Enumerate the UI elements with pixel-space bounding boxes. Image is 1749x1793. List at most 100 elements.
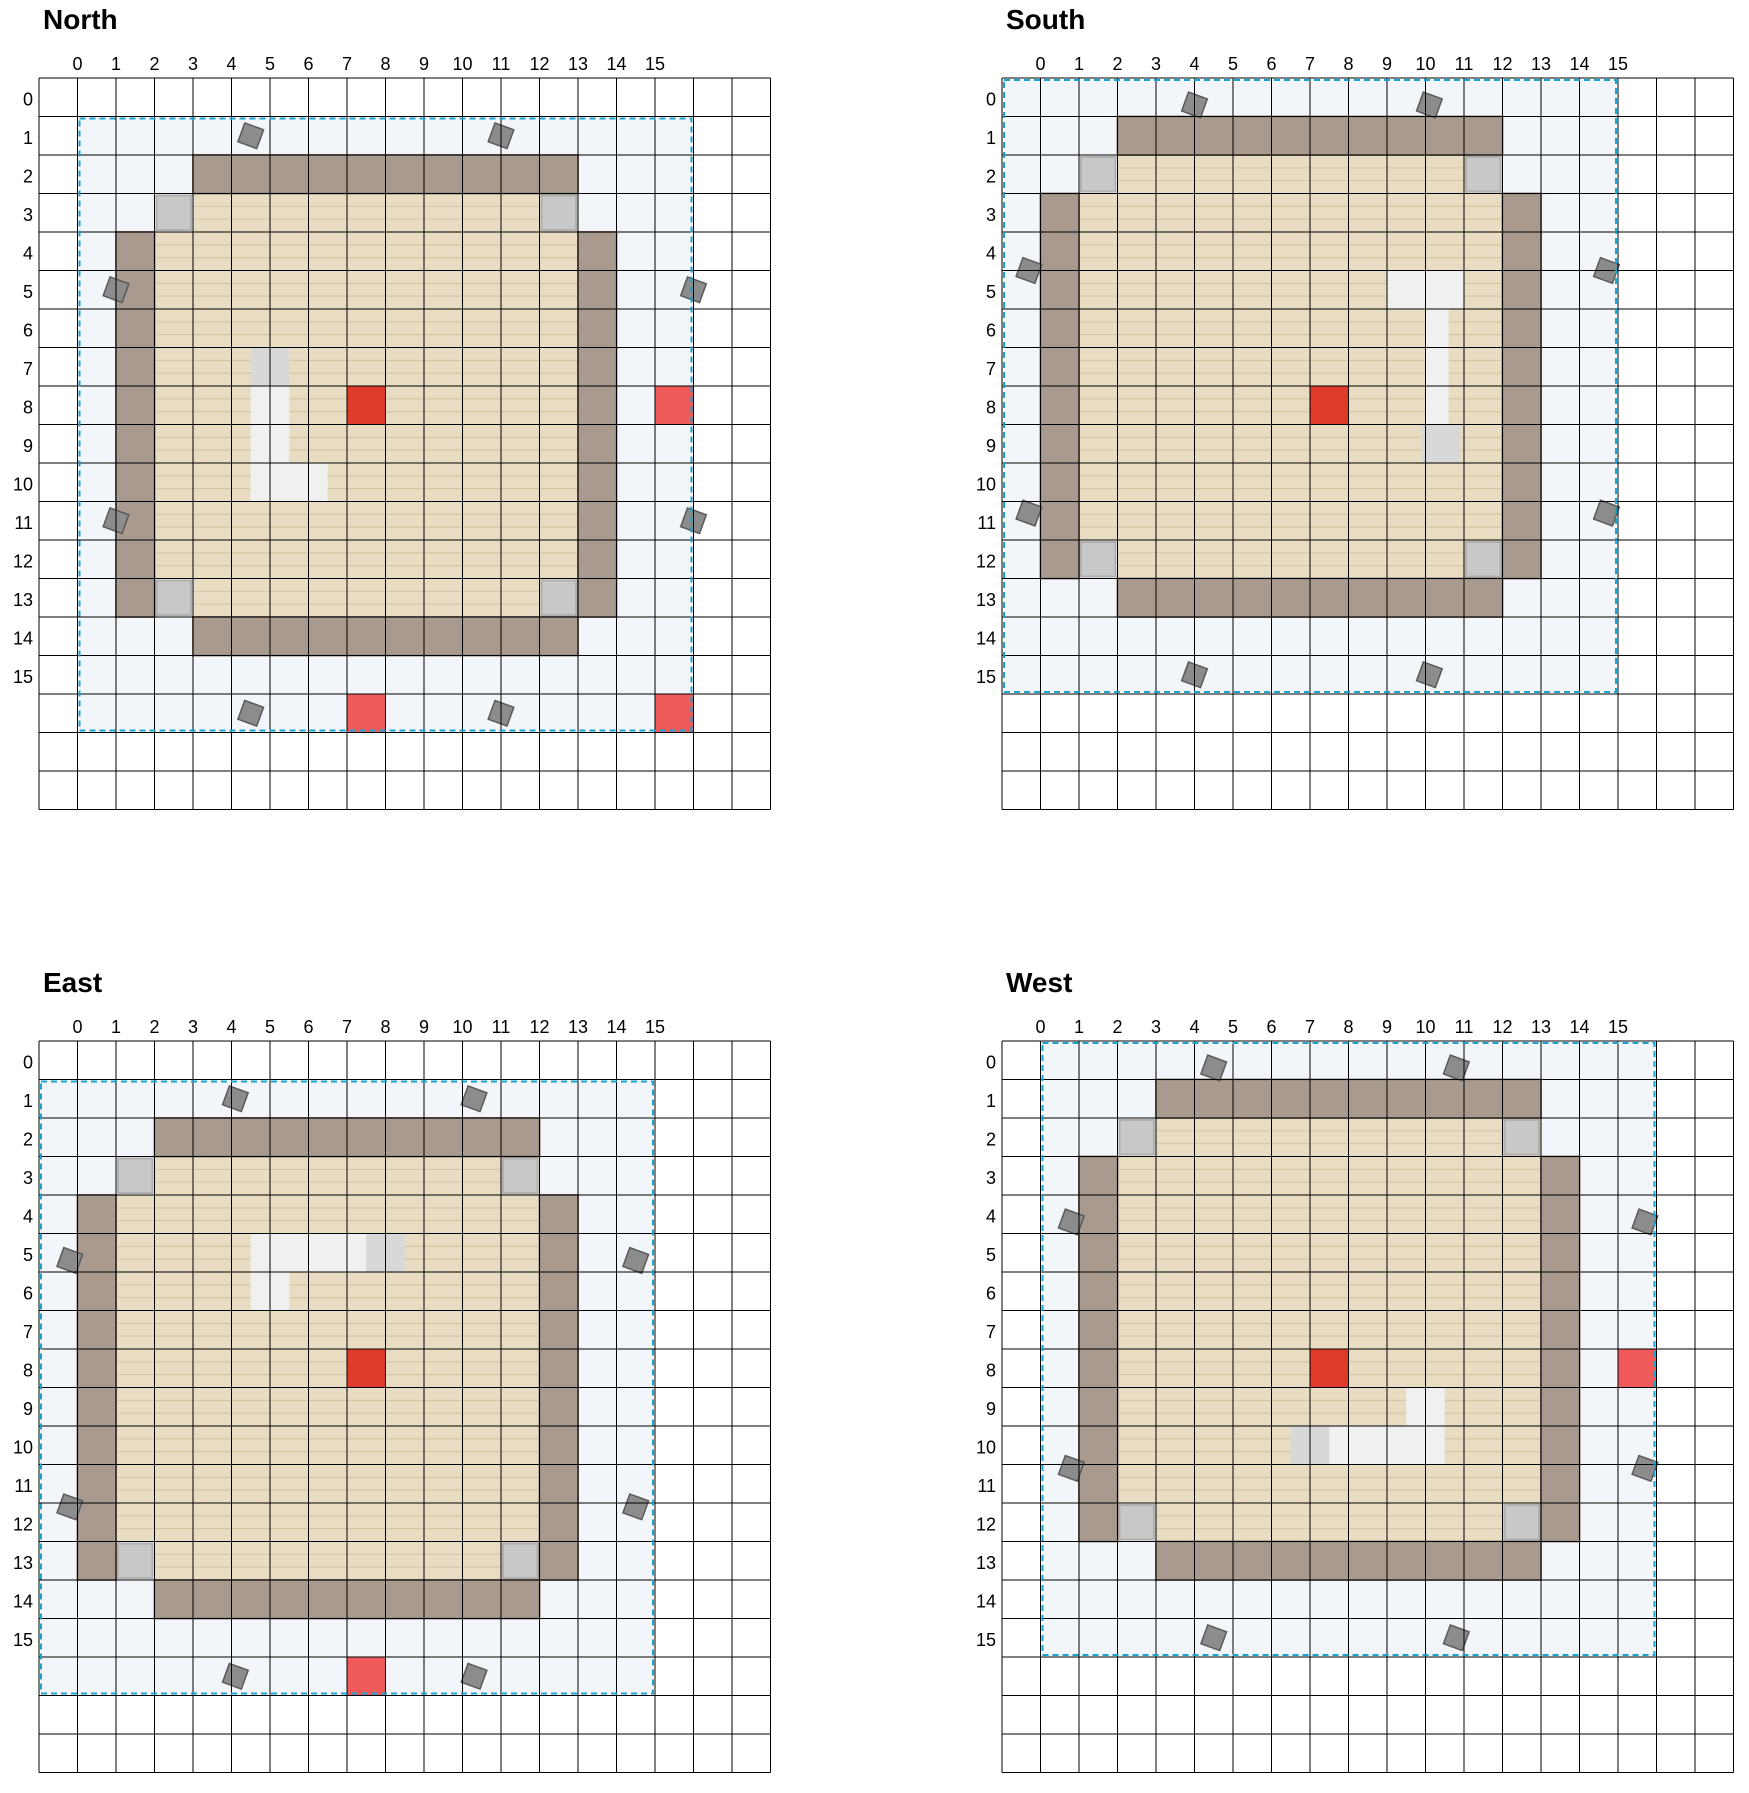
row-header: 10 — [976, 474, 996, 494]
stone-corner-block — [1465, 156, 1502, 193]
column-header: 14 — [1569, 54, 1589, 74]
row-header: 11 — [977, 1476, 996, 1496]
red-center-block — [1310, 386, 1349, 425]
row-header: 7 — [23, 1322, 33, 1342]
chunk-border — [1041, 1042, 1656, 1656]
column-header: 5 — [265, 1017, 275, 1037]
column-header: 2 — [1112, 1017, 1122, 1037]
column-header: 6 — [303, 54, 313, 74]
column-header: 4 — [1189, 54, 1199, 74]
column-header: 12 — [1492, 54, 1512, 74]
row-header: 10 — [13, 1437, 33, 1457]
row-header: 2 — [23, 166, 33, 186]
row-header: 6 — [986, 1283, 996, 1303]
stone-corner-block — [1080, 541, 1117, 578]
red-marker — [347, 694, 386, 733]
row-header: 0 — [23, 89, 33, 109]
column-header: 2 — [149, 54, 159, 74]
row-header: 0 — [23, 1052, 33, 1072]
column-header: 11 — [1455, 54, 1474, 74]
column-header: 12 — [529, 54, 549, 74]
panel-title: East — [43, 967, 103, 998]
row-header: 12 — [976, 551, 996, 571]
row-header: 9 — [986, 1399, 996, 1419]
stone-corner-block — [1118, 1504, 1155, 1541]
row-header: 2 — [23, 1129, 33, 1149]
panel-title: South — [1006, 4, 1086, 35]
chunk-border — [1003, 79, 1617, 693]
column-header: 1 — [111, 1017, 121, 1037]
column-header: 0 — [72, 1017, 82, 1037]
row-header: 1 — [986, 128, 996, 148]
panel-title: North — [43, 4, 118, 35]
row-header: 6 — [23, 320, 33, 340]
stone-corner-block — [117, 1157, 154, 1194]
row-header: 15 — [976, 1630, 996, 1650]
stone-corner-block — [540, 194, 577, 231]
column-header: 9 — [419, 54, 429, 74]
row-header: 6 — [986, 320, 996, 340]
column-header: 0 — [1035, 1017, 1045, 1037]
column-header: 11 — [492, 1017, 511, 1037]
column-header: 2 — [149, 1017, 159, 1037]
lantern-icon — [1442, 1623, 1471, 1652]
grid-north: 0 1 2 3 4 5 6 7 8 9 10 11 12 13 14 15012345678910111213… — [13, 54, 771, 810]
column-header: 7 — [1305, 1017, 1315, 1037]
row-header: 7 — [986, 1322, 996, 1342]
stone-corner-block — [1118, 1119, 1155, 1156]
column-header: 9 — [419, 1017, 429, 1037]
stone-corner-block — [1503, 1504, 1540, 1541]
row-header: 4 — [986, 243, 996, 263]
row-header: 6 — [23, 1283, 33, 1303]
row-header: 14 — [976, 1591, 996, 1611]
column-header: 9 — [1382, 54, 1392, 74]
column-header: 0 — [72, 54, 82, 74]
column-header: 5 — [265, 54, 275, 74]
row-header: 4 — [23, 1206, 33, 1226]
grid-east: 0 1 2 3 4 5 6 7 8 9 10 11 12 13 14 15012345678910111213… — [13, 1017, 771, 1773]
lantern-icon — [621, 1246, 650, 1275]
lantern-icon — [1592, 499, 1621, 527]
red-center-block — [347, 1349, 386, 1388]
column-header: 7 — [342, 54, 352, 74]
column-header: 8 — [380, 54, 390, 74]
row-header: 0 — [986, 89, 996, 109]
stone-corner-block — [155, 579, 192, 616]
lantern-icon — [1199, 1054, 1228, 1082]
row-header: 4 — [23, 243, 33, 263]
column-header: 2 — [1112, 54, 1122, 74]
row-header: 7 — [23, 359, 33, 379]
column-header: 13 — [1531, 54, 1551, 74]
column-header: 7 — [342, 1017, 352, 1037]
row-header: 12 — [13, 551, 33, 571]
row-header: 14 — [13, 628, 33, 648]
column-header: 14 — [1569, 1017, 1589, 1037]
row-header: 3 — [23, 205, 33, 225]
column-header: 9 — [1382, 1017, 1392, 1037]
stone-corner-block — [502, 1542, 539, 1579]
column-header: 11 — [492, 54, 511, 74]
panel-west: West 0 1 2 3 4 5 6 7 8 9 10 11 12 13 14 15 0 1 2 3 4 5 6 7 8 9 10 1… — [963, 963, 1749, 1793]
column-header: 15 — [645, 1017, 665, 1037]
row-header: 5 — [986, 1245, 996, 1265]
column-header: 6 — [303, 1017, 313, 1037]
red-center-block — [1310, 1349, 1349, 1388]
row-header: 9 — [23, 436, 33, 456]
stone-corner-block — [540, 579, 577, 616]
stone-corner-block — [1465, 541, 1502, 578]
panel-north: North 0 1 2 3 4 5 6 7 8 9 10 11 12 13 14 15 0 1 2 3 4 5 6 7 8 9 10… — [0, 0, 800, 830]
row-header: 12 — [976, 1514, 996, 1534]
row-header: 5 — [986, 282, 996, 302]
row-header: 1 — [23, 1091, 33, 1111]
column-header: 3 — [188, 54, 198, 74]
row-header: 7 — [986, 359, 996, 379]
column-header: 12 — [1492, 1017, 1512, 1037]
panel-title: West — [1006, 967, 1073, 998]
column-header: 4 — [1189, 1017, 1199, 1037]
white-marker-stone — [1421, 424, 1461, 463]
row-header: 8 — [23, 1360, 33, 1380]
column-header: 13 — [568, 1017, 588, 1037]
row-header: 11 — [14, 513, 33, 533]
red-marker — [1618, 1349, 1657, 1388]
row-header: 11 — [14, 1476, 33, 1496]
